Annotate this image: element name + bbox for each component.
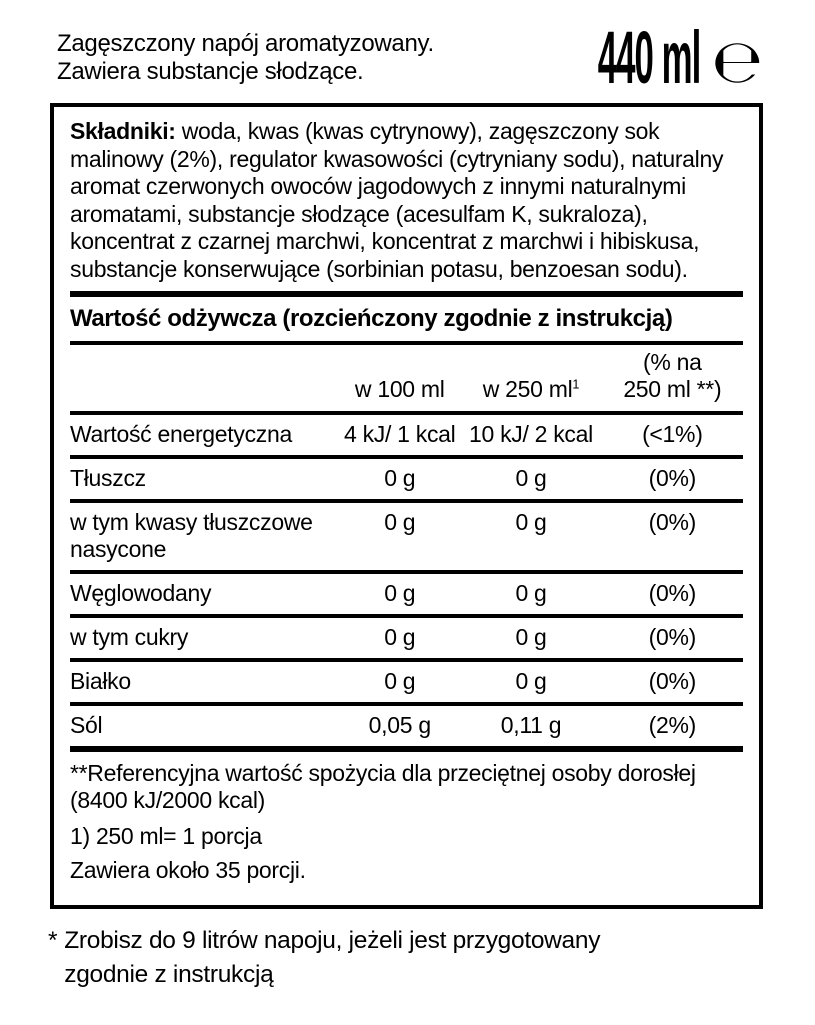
percent-header-line1: (% na xyxy=(643,349,702,375)
column-header-per-250ml: w 250 ml1 xyxy=(460,345,601,413)
divider-below-title xyxy=(70,341,743,345)
value-per-100ml: 0,05 g xyxy=(339,702,461,752)
value-per-100ml: 0 g xyxy=(339,499,461,572)
nutrition-title: Wartość odżywcza (rozcieńczony zgodnie z… xyxy=(70,305,673,332)
ingredients-text: woda, kwas (kwas cytrynowy), zagęszczony… xyxy=(70,118,724,282)
column-header-per-100ml: w 100 ml xyxy=(354,376,445,402)
value-percent: (0%) xyxy=(601,614,743,660)
row-label: w tym cukry xyxy=(70,614,340,660)
column-header-empty xyxy=(70,345,339,413)
value-per-250ml: 0 g xyxy=(460,570,602,616)
value-per-100ml: 4 kJ/ 1 kcal xyxy=(339,411,461,457)
value-percent: (0%) xyxy=(601,455,743,501)
product-description-line1: Zagęszczony napój aromatyzowany. xyxy=(57,30,434,57)
table-row-fat: Tłuszcz 0 g 0 g (0%) xyxy=(70,455,743,501)
table-row-salt: Sól 0,05 g 0,11 g (2%) xyxy=(70,702,743,752)
product-description-line2: Zawiera substancje słodzące. xyxy=(57,58,364,85)
row-label: Tłuszcz xyxy=(70,455,340,501)
net-volume: 440 ml xyxy=(597,16,701,99)
value-per-250ml: 0,11 g xyxy=(460,702,602,752)
row-label: Białko xyxy=(70,658,340,704)
reference-intake-footnote: **Referencyjna wartość spożycia dla prze… xyxy=(70,760,743,814)
value-percent: (2%) xyxy=(601,702,743,752)
label-box: Składniki: woda, kwas (kwas cytrynowy), … xyxy=(50,103,763,909)
row-label: Węglowodany xyxy=(70,570,340,616)
table-row-energy: Wartość energetyczna 4 kJ/ 1 kcal 10 kJ/… xyxy=(70,411,743,457)
ingredients-paragraph: Składniki: woda, kwas (kwas cytrynowy), … xyxy=(70,118,743,283)
ingredients-label: Składniki: xyxy=(70,118,176,144)
row-label: Wartość energetyczna xyxy=(70,411,340,457)
divider-above-nutrition xyxy=(70,291,743,297)
per-250ml-text: w 250 ml xyxy=(482,376,573,402)
value-percent: (0%) xyxy=(601,658,743,704)
table-row-carbohydrates: Węglowodany 0 g 0 g (0%) xyxy=(70,570,743,616)
preparation-note-text: Zrobisz do 9 litrów napoju, jeżeli jest … xyxy=(64,924,600,992)
value-percent: (0%) xyxy=(601,499,743,572)
column-header-percent: (% na 250 ml **) xyxy=(602,345,743,413)
value-per-250ml: 0 g xyxy=(460,658,602,704)
table-row-saturates: w tym kwasy tłuszczowe nasycone 0 g 0 g … xyxy=(70,499,743,572)
value-per-100ml: 0 g xyxy=(339,455,461,501)
value-percent: (0%) xyxy=(601,570,743,616)
value-per-250ml: 10 kJ/ 2 kcal xyxy=(460,411,602,457)
preparation-note-line1: Zrobisz do 9 litrów napoju, jeżeli jest … xyxy=(64,927,601,954)
value-per-250ml: 0 g xyxy=(460,614,602,660)
nutrition-table: w 100 ml w 250 ml1 (% na 250 ml **) Wart… xyxy=(70,345,743,752)
value-percent: (<1%) xyxy=(601,411,743,457)
row-label: w tym kwasy tłuszczowe nasycone xyxy=(70,499,340,572)
value-per-100ml: 0 g xyxy=(339,658,461,704)
preparation-note-line2: zgodnie z instrukcją xyxy=(64,961,274,988)
product-description: Zagęszczony napój aromatyzowany. Zawiera… xyxy=(57,30,434,86)
asterisk-marker: * xyxy=(48,927,58,954)
value-per-250ml: 0 g xyxy=(460,455,602,501)
value-per-100ml: 0 g xyxy=(339,614,461,660)
portions-total-footnote: Zawiera około 35 porcji. xyxy=(70,857,306,883)
reference-intake-line2: (8400 kJ/2000 kcal) xyxy=(70,787,266,813)
percent-header-line2: 250 ml **) xyxy=(623,376,722,402)
reference-intake-line1: **Referencyjna wartość spożycia dla prze… xyxy=(70,760,696,786)
value-per-250ml: 0 g xyxy=(460,499,602,572)
value-per-100ml: 0 g xyxy=(339,570,461,616)
estimated-sign-icon: ℮ xyxy=(711,27,763,97)
table-row-sugars: w tym cukry 0 g 0 g (0%) xyxy=(70,614,743,660)
nutrition-header-row: w 100 ml w 250 ml1 (% na 250 ml **) xyxy=(70,345,743,413)
row-label: Sól xyxy=(70,702,340,752)
table-row-protein: Białko 0 g 0 g (0%) xyxy=(70,658,743,704)
portion-footnote: 1) 250 ml= 1 porcja xyxy=(70,823,262,849)
preparation-note: * Zrobisz do 9 litrów napoju, jeżeli jes… xyxy=(48,924,600,992)
per-250ml-footnote-marker: 1 xyxy=(572,377,580,392)
